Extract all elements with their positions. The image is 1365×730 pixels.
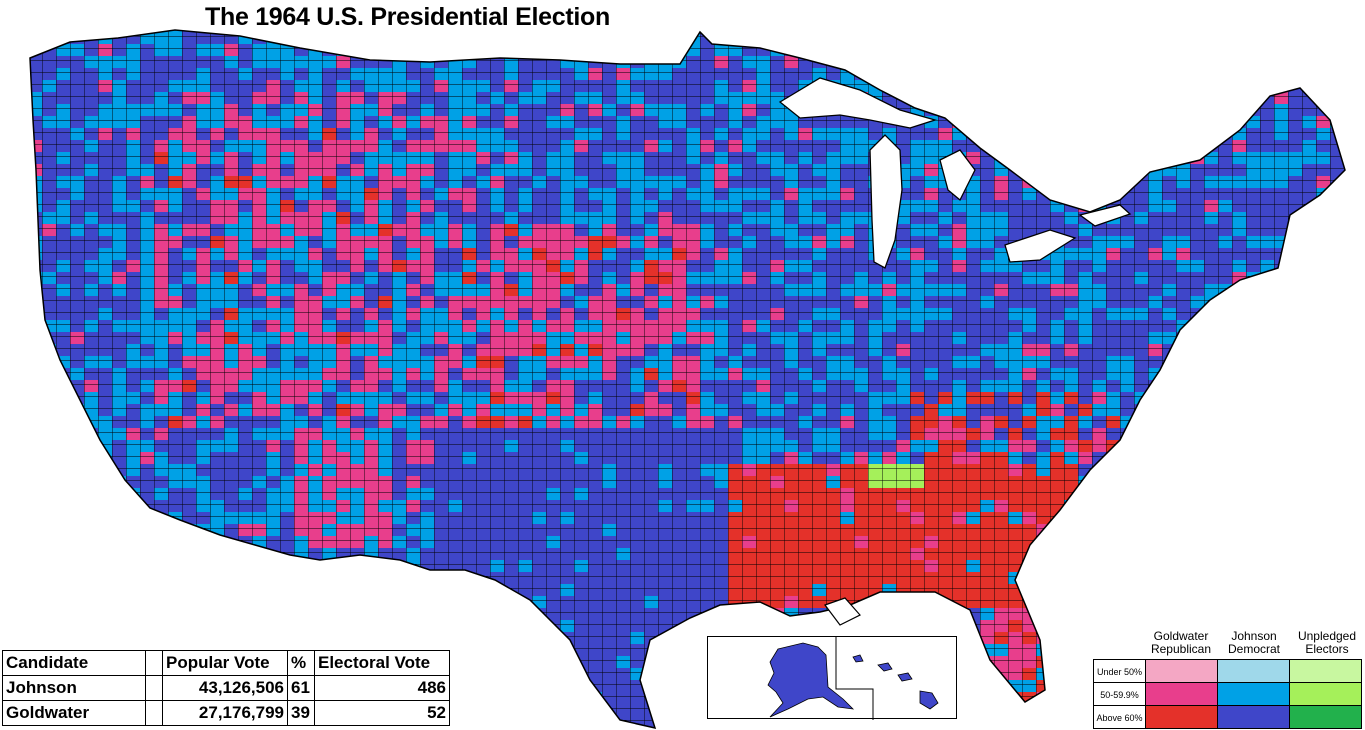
row-spacer bbox=[145, 700, 163, 726]
candidate-name: Johnson bbox=[2, 675, 146, 701]
legend-swatch bbox=[1217, 682, 1290, 706]
legend-swatch bbox=[1145, 659, 1218, 683]
legend-row-label: Under 50% bbox=[1093, 659, 1146, 683]
results-header-row: Candidate Popular Vote % Electoral Vote bbox=[2, 650, 450, 676]
legend-header-johnson: Johnson Democrat bbox=[1219, 630, 1289, 656]
legend-header-unpledged: Unpledged Electors bbox=[1292, 630, 1362, 656]
legend-swatch bbox=[1217, 659, 1290, 683]
legend-swatch bbox=[1289, 682, 1362, 706]
map-legend: Goldwater Republican Johnson Democrat Un… bbox=[1093, 630, 1365, 729]
alaska-hawaii-inset bbox=[707, 636, 957, 720]
table-row: Goldwater 27,176,799 39 52 bbox=[2, 700, 450, 726]
legend-swatch bbox=[1145, 682, 1218, 706]
electoral-vote-value: 52 bbox=[314, 700, 450, 726]
legend-swatch bbox=[1289, 659, 1362, 683]
header-electoral-vote: Electoral Vote bbox=[314, 650, 450, 676]
results-table: Candidate Popular Vote % Electoral Vote … bbox=[2, 650, 450, 726]
header-candidate: Candidate bbox=[2, 650, 146, 676]
legend-header-goldwater: Goldwater Republican bbox=[1146, 630, 1216, 656]
legend-row-50-60: 50-59.9% bbox=[1093, 682, 1365, 706]
legend-row-label: Above 60% bbox=[1093, 705, 1146, 729]
popular-vote-value: 27,176,799 bbox=[162, 700, 288, 726]
map-title: The 1964 U.S. Presidential Election bbox=[205, 3, 610, 31]
legend-header-line: Democrat bbox=[1227, 642, 1280, 656]
table-row: Johnson 43,126,506 61 486 bbox=[2, 675, 450, 701]
hawaii-shape bbox=[852, 654, 939, 710]
header-percent: % bbox=[287, 650, 315, 676]
row-spacer bbox=[145, 675, 163, 701]
header-popular-vote: Popular Vote bbox=[162, 650, 288, 676]
header-spacer bbox=[145, 650, 163, 676]
electoral-vote-value: 486 bbox=[314, 675, 450, 701]
legend-header-line: Republican bbox=[1150, 642, 1212, 656]
legend-header-line: Johnson bbox=[1231, 629, 1277, 643]
candidate-name: Goldwater bbox=[2, 700, 146, 726]
percent-value: 39 bbox=[287, 700, 315, 726]
legend-swatch bbox=[1145, 705, 1218, 729]
legend-swatch bbox=[1217, 705, 1290, 729]
legend-header-line: Unpledged bbox=[1297, 629, 1357, 643]
legend-row-above-60: Above 60% bbox=[1093, 705, 1365, 729]
legend-header-line: Electors bbox=[1305, 642, 1349, 656]
percent-value: 61 bbox=[287, 675, 315, 701]
popular-vote-value: 43,126,506 bbox=[162, 675, 288, 701]
legend-row-label: 50-59.9% bbox=[1093, 682, 1146, 706]
legend-header-line: Goldwater bbox=[1153, 629, 1209, 643]
legend-row-under-50: Under 50% bbox=[1093, 659, 1365, 683]
legend-swatch bbox=[1289, 705, 1362, 729]
alaska-shape bbox=[767, 642, 855, 718]
